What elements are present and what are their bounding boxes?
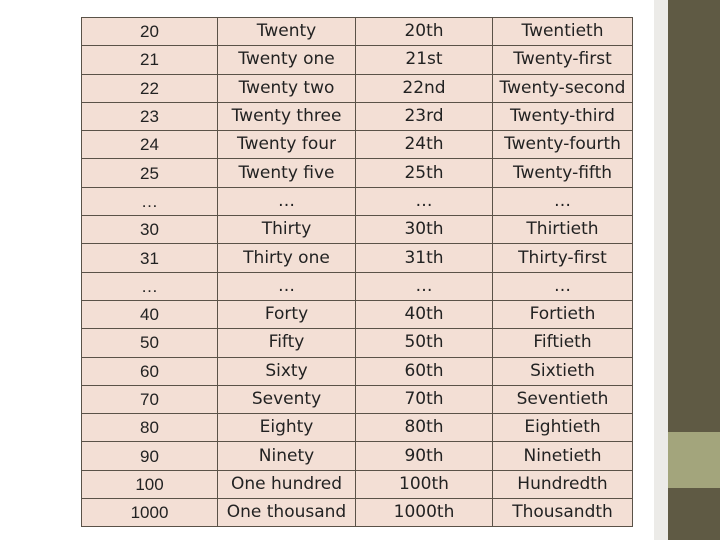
ordinal-word-cell: … bbox=[492, 186, 633, 217]
side-bar-accent-segment bbox=[668, 432, 720, 488]
ordinal-word-cell: Twenty-fifth bbox=[492, 158, 633, 188]
cardinal-word-cell: One thousand bbox=[217, 498, 356, 528]
table-row: 30 Thirty 30th Thirtieth bbox=[81, 215, 633, 245]
numbers-table: 20 Twenty 20th Twentieth 21 Twenty one 21st Twe… bbox=[81, 16, 633, 528]
cardinal-word-cell: Thirty bbox=[217, 215, 356, 245]
table-row: 22 Twenty two 22nd Twenty-second bbox=[81, 73, 633, 103]
ordinal-word-cell: Twenty-third bbox=[492, 101, 633, 132]
cardinal-digit-cell: 1000 bbox=[81, 498, 218, 528]
cardinal-word-cell: Forty bbox=[217, 299, 356, 330]
ordinal-word-cell: Twenty-fourth bbox=[492, 130, 633, 160]
table-row: ………… bbox=[81, 271, 633, 301]
cardinal-digit-cell: 23 bbox=[81, 101, 218, 132]
cardinal-digit-cell: 40 bbox=[81, 299, 218, 330]
ordinal-digit-cell: 70th bbox=[355, 384, 493, 415]
ordinal-digit-cell: 50th bbox=[355, 328, 493, 358]
ordinal-digit-cell: 31th bbox=[355, 243, 493, 273]
ordinal-digit-cell: 90th bbox=[355, 441, 493, 471]
numbers-table-body: 20 Twenty 20th Twentieth 21 Twenty one 21st Twe… bbox=[81, 16, 633, 528]
cardinal-digit-cell: … bbox=[81, 186, 218, 217]
ordinal-digit-cell: 1000th bbox=[355, 498, 493, 528]
cardinal-word-cell: Twenty four bbox=[217, 130, 356, 160]
ordinal-digit-cell: … bbox=[355, 271, 493, 301]
ordinal-word-cell: Eightieth bbox=[492, 413, 633, 443]
ordinal-word-cell: Seventieth bbox=[492, 384, 633, 415]
ordinal-digit-cell: 24th bbox=[355, 130, 493, 160]
cardinal-digit-cell: 21 bbox=[81, 45, 218, 75]
table-row: 60 Sixty 60th Sixtieth bbox=[81, 356, 633, 386]
cardinal-digit-cell: 80 bbox=[81, 413, 218, 443]
ordinal-digit-cell: … bbox=[355, 186, 493, 217]
side-bar-dark-segment-bottom bbox=[668, 488, 720, 540]
ordinal-digit-cell: 80th bbox=[355, 413, 493, 443]
cardinal-word-cell: Twenty three bbox=[217, 101, 356, 132]
cardinal-digit-cell: 20 bbox=[81, 16, 218, 47]
decorative-side-bar bbox=[668, 0, 720, 540]
table-row: 90 Ninety 90th Ninetieth bbox=[81, 441, 633, 471]
cardinal-digit-cell: 24 bbox=[81, 130, 218, 160]
cardinal-word-cell: Ninety bbox=[217, 441, 356, 471]
table-row: 23 Twenty three 23rd Twenty-third bbox=[81, 101, 633, 132]
cardinal-word-cell: Thirty one bbox=[217, 243, 356, 273]
cardinal-word-cell: Twenty five bbox=[217, 158, 356, 188]
cardinal-word-cell: Twenty two bbox=[217, 73, 356, 103]
cardinal-digit-cell: 60 bbox=[81, 356, 218, 386]
ordinal-word-cell: … bbox=[492, 271, 633, 301]
ordinal-word-cell: Fiftieth bbox=[492, 328, 633, 358]
cardinal-word-cell: … bbox=[217, 271, 356, 301]
ordinal-digit-cell: 100th bbox=[355, 469, 493, 500]
ordinal-word-cell: Twentieth bbox=[492, 16, 633, 47]
ordinal-word-cell: Twenty-first bbox=[492, 45, 633, 75]
cardinal-digit-cell: 100 bbox=[81, 469, 218, 500]
table-row: 50 Fifty 50th Fiftieth bbox=[81, 328, 633, 358]
ordinal-digit-cell: 25th bbox=[355, 158, 493, 188]
cardinal-digit-cell: 22 bbox=[81, 73, 218, 103]
table-row: 25 Twenty five 25th Twenty-fifth bbox=[81, 158, 633, 188]
table-row: 1000 One thousand 1000th Thousandth bbox=[81, 498, 633, 528]
cardinal-word-cell: Seventy bbox=[217, 384, 356, 415]
cardinal-word-cell: Twenty bbox=[217, 16, 356, 47]
ordinal-word-cell: Thirtieth bbox=[492, 215, 633, 245]
numbers-table-container: 20 Twenty 20th Twentieth 21 Twenty one 21st Twe… bbox=[81, 16, 633, 528]
cardinal-digit-cell: 50 bbox=[81, 328, 218, 358]
ordinal-word-cell: Thirty-first bbox=[492, 243, 633, 273]
ordinal-digit-cell: 60th bbox=[355, 356, 493, 386]
cardinal-word-cell: Eighty bbox=[217, 413, 356, 443]
ordinal-digit-cell: 23rd bbox=[355, 101, 493, 132]
cardinal-digit-cell: 30 bbox=[81, 215, 218, 245]
ordinal-word-cell: Ninetieth bbox=[492, 441, 633, 471]
table-row: 20 Twenty 20th Twentieth bbox=[81, 16, 633, 47]
ordinal-digit-cell: 30th bbox=[355, 215, 493, 245]
table-row: 70 Seventy 70th Seventieth bbox=[81, 384, 633, 415]
ordinal-word-cell: Hundredth bbox=[492, 469, 633, 500]
ordinal-digit-cell: 22nd bbox=[355, 73, 493, 103]
table-row: 24 Twenty four 24th Twenty-fourth bbox=[81, 130, 633, 160]
cardinal-word-cell: Twenty one bbox=[217, 45, 356, 75]
cardinal-digit-cell: 25 bbox=[81, 158, 218, 188]
table-row: 31 Thirty one 31th Thirty-first bbox=[81, 243, 633, 273]
table-row: 80 Eighty 80th Eightieth bbox=[81, 413, 633, 443]
cardinal-digit-cell: 31 bbox=[81, 243, 218, 273]
cardinal-word-cell: Fifty bbox=[217, 328, 356, 358]
background-strip bbox=[654, 0, 668, 540]
side-bar-dark-segment bbox=[668, 0, 720, 432]
cardinal-digit-cell: 70 bbox=[81, 384, 218, 415]
ordinal-word-cell: Thousandth bbox=[492, 498, 633, 528]
ordinal-digit-cell: 40th bbox=[355, 299, 493, 330]
ordinal-digit-cell: 20th bbox=[355, 16, 493, 47]
cardinal-word-cell: One hundred bbox=[217, 469, 356, 500]
table-row: 21 Twenty one 21st Twenty-first bbox=[81, 45, 633, 75]
cardinal-digit-cell: … bbox=[81, 271, 218, 301]
ordinal-word-cell: Fortieth bbox=[492, 299, 633, 330]
ordinal-digit-cell: 21st bbox=[355, 45, 493, 75]
ordinal-word-cell: Sixtieth bbox=[492, 356, 633, 386]
cardinal-word-cell: Sixty bbox=[217, 356, 356, 386]
table-row: ………… bbox=[81, 186, 633, 217]
table-row: 40 Forty 40th Fortieth bbox=[81, 299, 633, 330]
ordinal-word-cell: Twenty-second bbox=[492, 73, 633, 103]
table-row: 100 One hundred 100th Hundredth bbox=[81, 469, 633, 500]
cardinal-word-cell: … bbox=[217, 186, 356, 217]
cardinal-digit-cell: 90 bbox=[81, 441, 218, 471]
